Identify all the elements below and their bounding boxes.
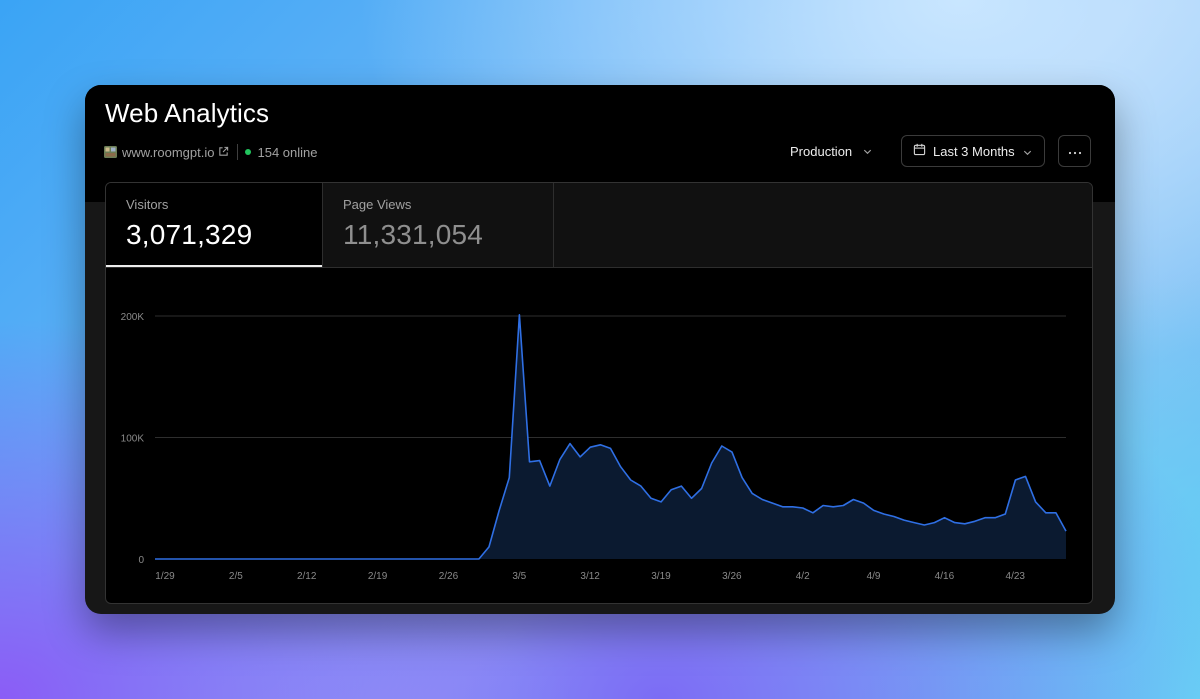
chevron-down-icon bbox=[1022, 146, 1033, 161]
tab-label: Page Views bbox=[343, 197, 412, 212]
analytics-card: Web Analytics www.roomgpt.io 154 online … bbox=[85, 85, 1115, 614]
visitors-series-line bbox=[155, 314, 1067, 560]
y-tick-label: 0 bbox=[138, 555, 144, 566]
x-tick-label: 2/26 bbox=[439, 571, 459, 582]
x-tick-label: 4/16 bbox=[935, 571, 955, 582]
x-tick-label: 2/5 bbox=[229, 571, 243, 582]
more-options-button[interactable] bbox=[1058, 135, 1091, 167]
environment-label: Production bbox=[790, 143, 853, 159]
more-horizontal-icon bbox=[1068, 142, 1082, 160]
date-range-label: Last 3 Months bbox=[933, 143, 1015, 159]
site-info: www.roomgpt.io 154 online bbox=[104, 143, 317, 161]
metric-tabs: Visitors 3,071,329 Page Views 11,331,054 bbox=[106, 183, 1092, 268]
tab-value: 3,071,329 bbox=[126, 219, 253, 250]
x-tick-label: 3/12 bbox=[580, 571, 600, 582]
online-status-dot bbox=[245, 149, 252, 155]
page-title: Web Analytics bbox=[105, 98, 270, 128]
tab-spacer bbox=[554, 183, 1092, 267]
x-tick-label: 4/9 bbox=[867, 571, 881, 582]
calendar-icon bbox=[913, 143, 926, 159]
tab-page-views[interactable]: Page Views 11,331,054 bbox=[322, 183, 554, 267]
room-icon bbox=[104, 146, 117, 158]
chevron-down-icon bbox=[862, 145, 873, 160]
environment-select[interactable]: Production bbox=[779, 135, 887, 167]
site-domain-link[interactable]: www.roomgpt.io bbox=[122, 144, 215, 160]
x-tick-label: 2/12 bbox=[297, 571, 317, 582]
y-tick-label: 100K bbox=[121, 434, 145, 445]
x-tick-label: 4/2 bbox=[796, 571, 810, 582]
date-range-select[interactable]: Last 3 Months bbox=[901, 135, 1045, 167]
x-tick-label: 4/23 bbox=[1006, 571, 1026, 582]
x-tick-label: 3/19 bbox=[651, 571, 671, 582]
x-tick-label: 3/5 bbox=[512, 571, 526, 582]
divider bbox=[237, 144, 239, 160]
y-tick-label: 200K bbox=[121, 312, 145, 323]
visitors-chart: 0 100K 200K 1/29 2/5 2/12 2/19 2/26 3/5 3/12 3/19 3… bbox=[121, 312, 1067, 582]
x-tick-label: 1/29 bbox=[155, 571, 175, 582]
metrics-panel: Visitors 3,071,329 Page Views 11,331,054… bbox=[105, 182, 1093, 604]
x-tick-label: 2/19 bbox=[368, 571, 388, 582]
online-count: 154 online bbox=[257, 144, 318, 160]
tab-value: 11,331,054 bbox=[343, 219, 484, 250]
tab-visitors[interactable]: Visitors 3,071,329 bbox=[106, 183, 322, 267]
external-link-icon[interactable] bbox=[218, 145, 229, 160]
x-tick-label: 3/26 bbox=[722, 571, 742, 582]
visitors-area bbox=[155, 314, 1066, 559]
tab-label: Visitors bbox=[126, 197, 169, 212]
